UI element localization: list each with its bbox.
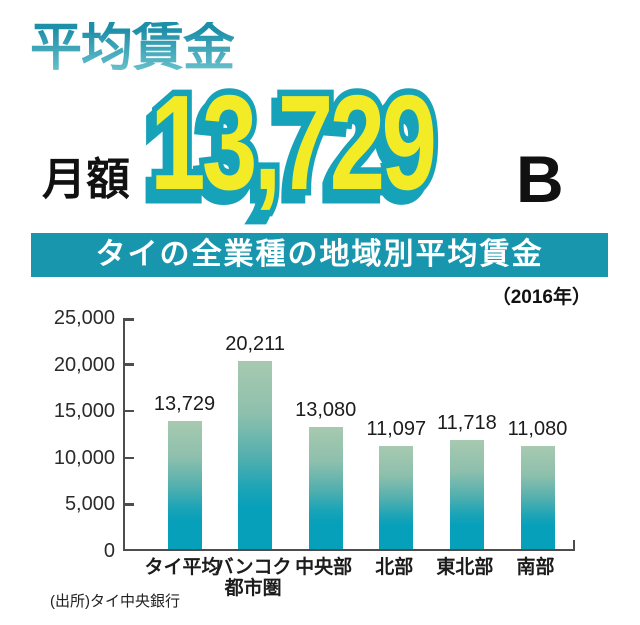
x-axis-category-label: 中央部 [295,557,353,578]
year-note: （2016年） [491,287,591,308]
bar-value-label: 11,097 [366,417,427,440]
y-axis-tick-label: 0 [103,540,115,562]
bar-value-label: 20,211 [225,332,285,355]
amount-value-outline: 13,729 [145,67,442,218]
bar [238,360,273,549]
bar [167,421,202,549]
y-axis-tick-label: 10,000 [53,446,115,469]
page-title: 平均賃金 [30,19,235,77]
chart-title-text: タイの全業種の地域別平均賃金 [95,238,544,271]
x-axis-category-label: タイ平均 [144,557,221,578]
x-axis-category-label: 北部 [375,557,414,578]
bar-value-label: 11,718 [437,411,497,434]
x-axis-end-tick [572,540,575,549]
chart-title-banner: タイの全業種の地域別平均賃金 [31,233,608,277]
bar-value-label: 11,080 [507,417,568,440]
y-axis-tick-label: 5,000 [64,493,115,516]
bar [379,445,414,549]
x-axis-category-label: バンコク 都市圏 [214,557,292,599]
y-axis-tick-label: 25,000 [53,307,115,329]
x-axis-category-label: 南部 [516,557,555,578]
plot-area: 13,729 20,211 13,080 11,097 11,718 11,080 [123,318,575,551]
y-axis-tick [125,318,134,321]
amount-value-text: 13,729 [150,67,437,218]
amount-value: 13,729 13,729 13,729 [139,67,442,225]
bar [520,445,555,549]
source-note: (出所)タイ中央銀行 [50,593,180,610]
y-axis-tick [125,363,134,366]
currency-symbol: B [516,142,564,216]
y-axis-labels: 25,000 20,000 15,000 10,000 5,000 0 [28,307,115,562]
amount-prefix-label: 月額 [42,155,130,204]
bar [308,427,343,549]
x-axis-category-label: 東北部 [436,557,494,578]
y-axis-tick [125,456,134,460]
y-axis-tick [125,409,134,413]
y-axis-tick-label: 15,000 [53,400,115,423]
y-axis-tick-label: 20,000 [53,353,115,376]
bar-value-label: 13,729 [153,393,216,416]
y-axis-tick [125,503,134,506]
amount-value-shadow: 13,729 [139,75,436,226]
x-axis-labels: タイ平均 バンコク 都市圏 中央部 北部 東北部 南部 [123,557,575,605]
bar-value-label: 13,080 [295,399,357,422]
bar [449,439,484,549]
